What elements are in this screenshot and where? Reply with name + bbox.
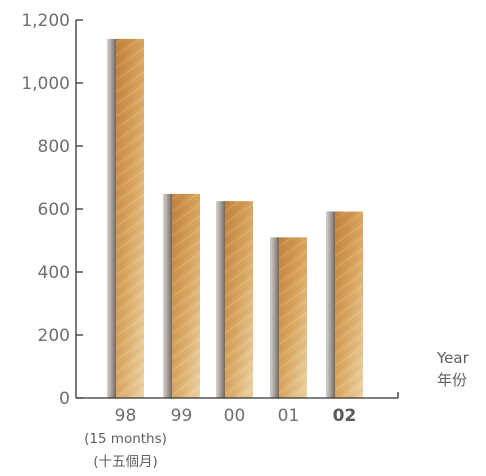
bars [107, 38, 363, 399]
x-axis-label-zh: 年份 [437, 371, 467, 389]
bar-99 [163, 193, 200, 398]
category-note-en: (15 months) [84, 431, 167, 447]
y-tick-label: 600 [38, 200, 70, 220]
bar-shadow [163, 193, 172, 398]
bar-shadow [216, 201, 225, 398]
y-tick-label: 400 [38, 263, 70, 283]
bar-shadow [326, 211, 335, 398]
x-axis-label-en: Year [436, 349, 470, 367]
y-tick-label: 200 [38, 326, 70, 346]
bar-grain [335, 211, 363, 398]
y-axis-ticks: 0 200 400 600 800 1,000 1,200 [21, 11, 399, 409]
x-tick-label-99: 99 [171, 406, 193, 426]
x-tick-label-00: 00 [224, 406, 246, 426]
bar-98 [107, 38, 144, 399]
y-tick-label: 1,200 [21, 11, 70, 31]
category-note-zh: (十五個月) [93, 454, 158, 470]
x-axis-ticks: 98 99 00 01 02 [115, 406, 357, 426]
bar-grain [279, 237, 307, 398]
y-tick-label: 1,000 [21, 74, 70, 94]
bar-grain [225, 201, 253, 398]
y-tick-label: 800 [38, 137, 70, 157]
bar-grain [116, 38, 144, 399]
bar-00 [216, 201, 253, 398]
x-tick-label-02: 02 [333, 406, 357, 426]
bar-shadow [270, 237, 279, 398]
x-tick-label-98: 98 [115, 406, 137, 426]
bar-grain [172, 193, 200, 398]
bar-01 [270, 237, 307, 398]
y-tick-label: 0 [59, 389, 70, 409]
bar-shadow [107, 38, 116, 399]
bar-02 [326, 211, 363, 398]
x-tick-label-01: 01 [278, 406, 300, 426]
